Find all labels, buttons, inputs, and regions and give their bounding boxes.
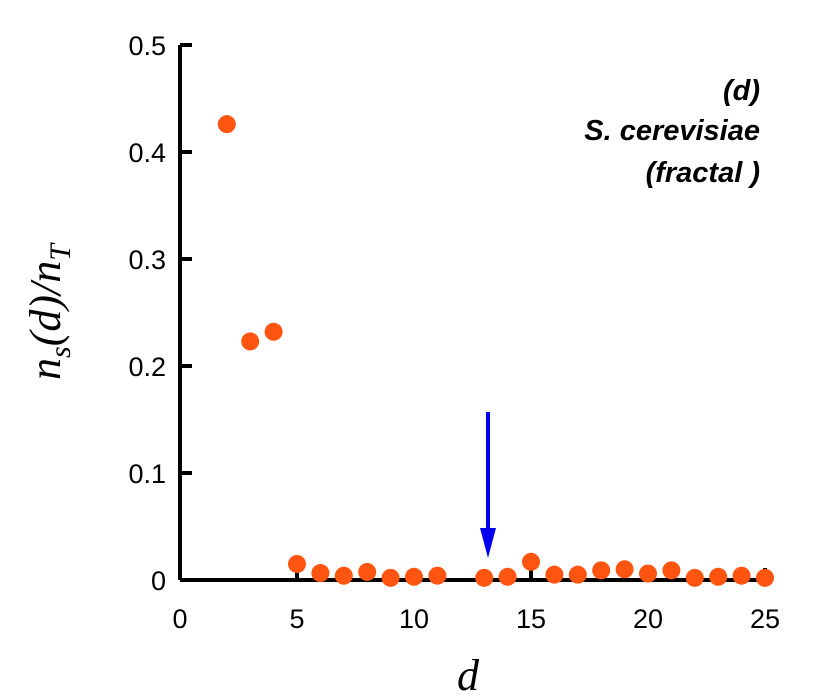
x-tick-label: 25: [750, 604, 780, 634]
x-tick-label: 20: [633, 604, 663, 634]
point: [358, 562, 377, 581]
point: [568, 565, 587, 584]
point: [545, 565, 564, 584]
point: [405, 567, 423, 586]
y-tick-label: 0.2: [128, 352, 166, 382]
point: [217, 115, 236, 134]
y-label-part: n: [21, 358, 70, 380]
x-tick-label: 10: [399, 604, 429, 634]
y-tick-label: 0.1: [128, 459, 166, 489]
y-tick-label: 0.5: [128, 31, 166, 61]
y-tick-label: 0.3: [128, 245, 166, 275]
point: [639, 564, 657, 583]
point: [334, 566, 353, 585]
point: [288, 554, 306, 573]
point: [522, 552, 540, 571]
y-label-part: s: [44, 346, 77, 358]
y-axis-label: ns(d)/nT: [21, 242, 77, 380]
point: [475, 568, 494, 587]
point: [311, 564, 330, 583]
point: [709, 567, 728, 586]
x-tick-label: 5: [289, 604, 304, 634]
organism-label: S. cerevisiae: [584, 115, 760, 147]
arrow-head: [480, 528, 496, 558]
point: [685, 568, 704, 587]
point: [592, 561, 611, 580]
point: [241, 332, 260, 351]
y-label-part: (d)/n: [21, 261, 70, 347]
point: [264, 322, 283, 341]
x-tick-label: 0: [172, 604, 187, 634]
panel-label: (d): [723, 75, 760, 107]
point: [662, 561, 681, 580]
x-axis-label: d: [457, 651, 480, 698]
point: [498, 567, 517, 586]
x-tick-label: 15: [516, 604, 546, 634]
point: [732, 566, 751, 585]
point: [615, 560, 634, 579]
y-label-part: T: [44, 242, 77, 261]
point: [381, 568, 400, 587]
point: [756, 568, 774, 587]
network-label: (fractal ): [646, 157, 760, 189]
point: [428, 566, 447, 585]
y-tick-label: 0: [151, 566, 166, 596]
y-tick-label: 0.4: [128, 138, 166, 168]
